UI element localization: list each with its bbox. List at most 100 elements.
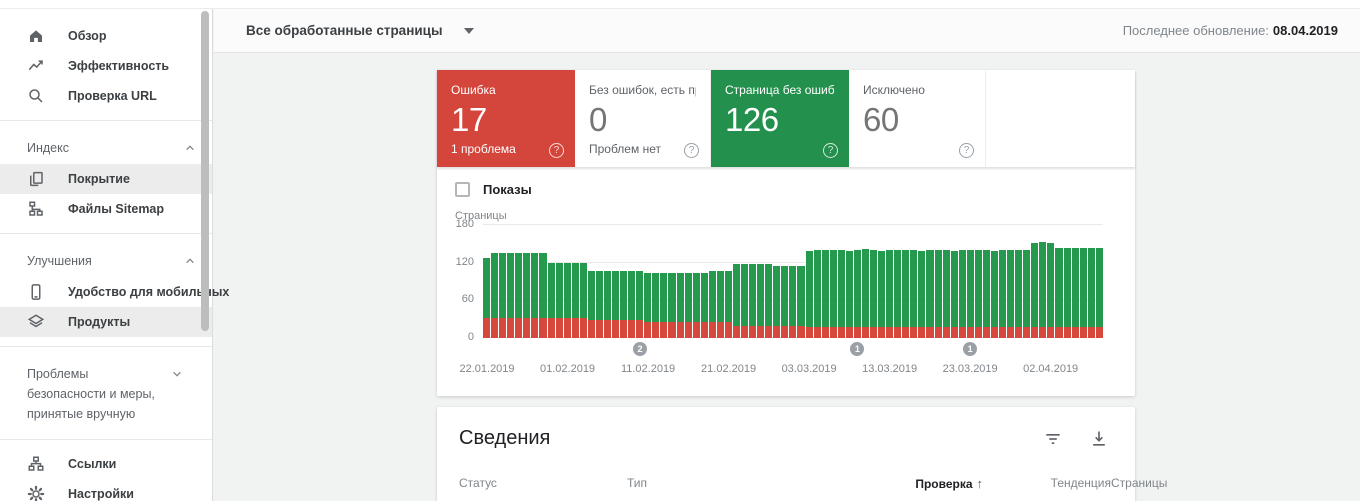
- chart-bar[interactable]: [902, 250, 910, 338]
- chart-bar[interactable]: [684, 272, 692, 338]
- chart-bar[interactable]: [732, 264, 740, 338]
- chart-bar[interactable]: [700, 272, 708, 338]
- chart-bar[interactable]: [942, 250, 950, 338]
- sidebar-item-performance[interactable]: Эффективность: [0, 51, 212, 81]
- chart-bar[interactable]: [716, 270, 724, 338]
- chart-bar[interactable]: [829, 249, 837, 338]
- chart-bar[interactable]: [676, 272, 684, 338]
- chart-bar[interactable]: [918, 251, 926, 338]
- chart-bar[interactable]: [724, 270, 732, 338]
- chart-bar[interactable]: [781, 265, 789, 338]
- chart-bar[interactable]: [910, 250, 918, 338]
- chart-bar[interactable]: [523, 252, 531, 338]
- chart-bar[interactable]: [886, 250, 894, 338]
- chart-bar[interactable]: [1087, 248, 1095, 338]
- chart-bar[interactable]: [934, 249, 942, 338]
- chart-bar[interactable]: [837, 250, 845, 338]
- chart-bar[interactable]: [612, 270, 620, 338]
- download-icon[interactable]: [1089, 429, 1109, 449]
- chart-bar[interactable]: [491, 252, 499, 338]
- chart-bar[interactable]: [636, 270, 644, 338]
- summary-card-valid[interactable]: Страница без ошиб… 126 ?: [711, 70, 849, 167]
- chart-bar[interactable]: [861, 248, 869, 338]
- chart-bar[interactable]: [926, 250, 934, 338]
- issue-count-marker[interactable]: 1: [963, 342, 978, 356]
- chart-bar[interactable]: [1023, 250, 1031, 338]
- chart-bar[interactable]: [982, 250, 990, 338]
- chart-bar[interactable]: [660, 272, 668, 338]
- chart-bar[interactable]: [515, 252, 523, 338]
- chart-bar[interactable]: [579, 263, 587, 338]
- sidebar-item-settings[interactable]: Настройки: [0, 479, 212, 501]
- chart-bar[interactable]: [708, 270, 716, 338]
- chart-bar[interactable]: [1031, 242, 1039, 338]
- chart-bar[interactable]: [1039, 241, 1047, 338]
- chart-bar[interactable]: [1015, 250, 1023, 338]
- chart-bar[interactable]: [958, 250, 966, 338]
- chart-bar[interactable]: [878, 250, 886, 338]
- chart-bar[interactable]: [507, 252, 515, 338]
- help-icon[interactable]: ?: [549, 143, 564, 158]
- column-header-status[interactable]: Статус: [459, 476, 497, 490]
- chart-bar[interactable]: [644, 272, 652, 338]
- summary-card-excluded[interactable]: Исключено 60 ?: [849, 70, 986, 167]
- chart-bar[interactable]: [773, 265, 781, 338]
- chart-bar[interactable]: [603, 270, 611, 338]
- sidebar-scrollbar[interactable]: [201, 11, 209, 331]
- chart-bar[interactable]: [1071, 248, 1079, 338]
- chart-bar[interactable]: [499, 252, 507, 338]
- chart-bar[interactable]: [765, 264, 773, 338]
- help-icon[interactable]: ?: [823, 143, 838, 158]
- chart-bar[interactable]: [1079, 248, 1087, 338]
- issue-count-marker[interactable]: 1: [850, 342, 865, 356]
- chart-bar[interactable]: [1055, 248, 1063, 338]
- sidebar-item-url-inspection[interactable]: Проверка URL: [0, 81, 212, 111]
- sidebar-item-sitemaps[interactable]: Файлы Sitemap: [0, 194, 212, 224]
- chart-bar[interactable]: [821, 250, 829, 338]
- column-header-pages[interactable]: Страницы: [1111, 476, 1168, 490]
- impressions-checkbox[interactable]: [455, 182, 470, 197]
- chart-bar[interactable]: [539, 252, 547, 338]
- chart-bar[interactable]: [805, 251, 813, 338]
- sidebar-section-security[interactable]: Проблемы безопасности и меры, принятые в…: [0, 356, 212, 430]
- sidebar-item-mobile-usability[interactable]: Удобство для мобильных: [0, 277, 229, 307]
- page-scope-dropdown[interactable]: Все обработанные страницы: [246, 23, 475, 38]
- chart-bar[interactable]: [990, 250, 998, 338]
- summary-card-valid-with-warnings[interactable]: Без ошибок, есть пр… 0 Проблем нет ?: [575, 70, 711, 167]
- chart-bar[interactable]: [563, 263, 571, 338]
- chart-bar[interactable]: [974, 249, 982, 338]
- chart-bar[interactable]: [950, 250, 958, 338]
- chart-bar[interactable]: [1063, 248, 1071, 338]
- chart-bar[interactable]: [531, 252, 539, 338]
- filter-icon[interactable]: [1043, 429, 1063, 449]
- sidebar-section-improvements[interactable]: Улучшения: [0, 243, 212, 277]
- chart-bar[interactable]: [668, 272, 676, 338]
- chart-bar[interactable]: [587, 270, 595, 338]
- chart-bar[interactable]: [571, 263, 579, 338]
- chart-bar[interactable]: [757, 264, 765, 338]
- chart-bar[interactable]: [1007, 249, 1015, 338]
- chart-bar[interactable]: [741, 264, 749, 338]
- chart-bar[interactable]: [813, 250, 821, 338]
- chart-bar[interactable]: [853, 250, 861, 338]
- chart-bar[interactable]: [845, 250, 853, 338]
- chart-bar[interactable]: [789, 265, 797, 338]
- column-header-validation[interactable]: Проверка ↑: [915, 476, 983, 491]
- chart-bar[interactable]: [692, 272, 700, 338]
- column-header-type[interactable]: Тип: [627, 476, 648, 490]
- sidebar-section-index[interactable]: Индекс: [0, 130, 212, 164]
- chart-bar[interactable]: [652, 272, 660, 338]
- chart-bar[interactable]: [1047, 242, 1055, 338]
- chart-bars[interactable]: [483, 225, 1103, 338]
- sidebar-item-products[interactable]: Продукты: [0, 307, 212, 337]
- chart-bar[interactable]: [547, 263, 555, 338]
- chart-bar[interactable]: [1095, 248, 1103, 338]
- summary-card-error[interactable]: Ошибка 17 1 проблема ?: [437, 70, 575, 167]
- chart-bar[interactable]: [870, 250, 878, 338]
- sidebar-item-coverage[interactable]: Покрытие: [0, 164, 212, 194]
- chart-bar[interactable]: [749, 264, 757, 338]
- help-icon[interactable]: ?: [959, 143, 974, 158]
- sidebar-item-links[interactable]: Ссылки: [0, 449, 212, 479]
- issue-count-marker[interactable]: 2: [633, 342, 647, 356]
- help-icon[interactable]: ?: [684, 143, 699, 158]
